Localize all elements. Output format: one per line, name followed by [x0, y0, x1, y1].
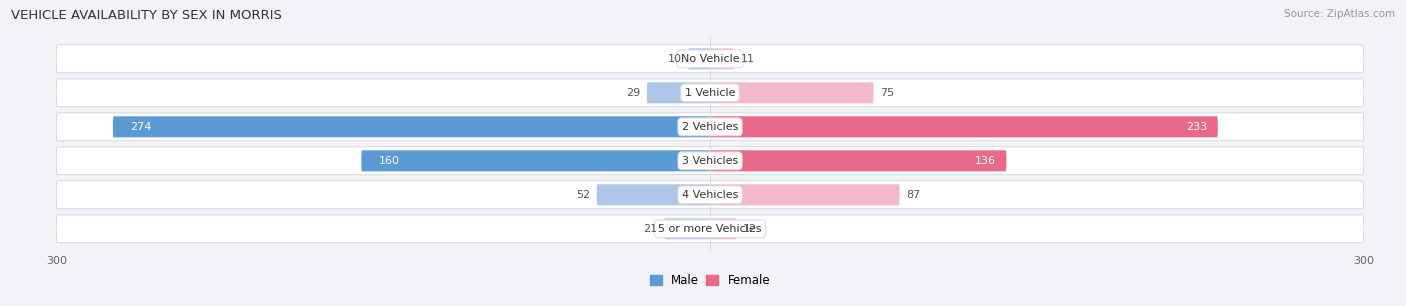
Legend: Male, Female: Male, Female — [645, 270, 775, 292]
FancyBboxPatch shape — [647, 82, 710, 103]
Text: 12: 12 — [742, 224, 756, 234]
FancyBboxPatch shape — [56, 147, 1364, 175]
FancyBboxPatch shape — [710, 150, 1007, 171]
Text: 274: 274 — [131, 122, 152, 132]
Text: 136: 136 — [974, 156, 995, 166]
FancyBboxPatch shape — [710, 184, 900, 205]
FancyBboxPatch shape — [361, 150, 710, 171]
Text: 87: 87 — [905, 190, 921, 200]
FancyBboxPatch shape — [56, 113, 1364, 141]
FancyBboxPatch shape — [710, 116, 1218, 137]
FancyBboxPatch shape — [710, 48, 734, 69]
Text: 4 Vehicles: 4 Vehicles — [682, 190, 738, 200]
FancyBboxPatch shape — [710, 82, 873, 103]
FancyBboxPatch shape — [56, 215, 1364, 243]
FancyBboxPatch shape — [56, 79, 1364, 107]
Text: 52: 52 — [576, 190, 591, 200]
FancyBboxPatch shape — [112, 116, 710, 137]
FancyBboxPatch shape — [56, 45, 1364, 73]
Text: 21: 21 — [644, 224, 658, 234]
Text: 3 Vehicles: 3 Vehicles — [682, 156, 738, 166]
Text: 2 Vehicles: 2 Vehicles — [682, 122, 738, 132]
Text: 233: 233 — [1185, 122, 1206, 132]
Text: VEHICLE AVAILABILITY BY SEX IN MORRIS: VEHICLE AVAILABILITY BY SEX IN MORRIS — [11, 9, 283, 22]
Text: 10: 10 — [668, 54, 682, 64]
FancyBboxPatch shape — [664, 218, 710, 239]
Text: 75: 75 — [880, 88, 894, 98]
Text: Source: ZipAtlas.com: Source: ZipAtlas.com — [1284, 9, 1395, 19]
Text: No Vehicle: No Vehicle — [681, 54, 740, 64]
FancyBboxPatch shape — [710, 218, 737, 239]
Text: 160: 160 — [378, 156, 399, 166]
Text: 29: 29 — [626, 88, 640, 98]
Text: 11: 11 — [741, 54, 755, 64]
FancyBboxPatch shape — [56, 181, 1364, 209]
Text: 5 or more Vehicles: 5 or more Vehicles — [658, 224, 762, 234]
FancyBboxPatch shape — [689, 48, 710, 69]
Text: 1 Vehicle: 1 Vehicle — [685, 88, 735, 98]
FancyBboxPatch shape — [596, 184, 710, 205]
